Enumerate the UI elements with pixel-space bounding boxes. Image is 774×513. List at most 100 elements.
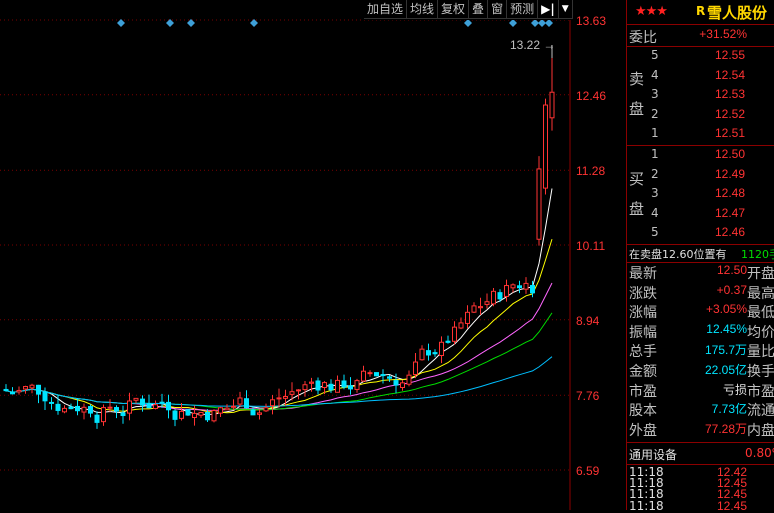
candle-body: [94, 414, 100, 423]
candle-body: [458, 322, 464, 329]
dropdown-icon[interactable]: ▼: [558, 0, 573, 19]
candle-body: [231, 405, 236, 408]
sector-row[interactable]: 通用设备 0.80%: [627, 446, 774, 465]
candle-body: [426, 350, 431, 356]
event-marker-icon: [187, 19, 195, 27]
candle-body: [387, 376, 392, 379]
stat-row: 振幅 12.45% 均价: [627, 322, 774, 341]
candle-body: [543, 104, 548, 189]
stat-extra-label: 市盈: [747, 383, 774, 400]
sell-label: 卖盘: [629, 70, 645, 118]
candle-body: [296, 389, 301, 392]
tick-time: 11:18: [629, 465, 664, 479]
divider: [627, 442, 774, 443]
candle-body: [452, 326, 457, 342]
sector-label: 通用设备: [629, 448, 678, 462]
chart-toolbar: 加自选 均线 复权 叠 窗 预测 ▶| ▼: [364, 0, 573, 20]
tick-row: 11:18 12.42: [627, 465, 774, 479]
stat-label: 总手: [629, 344, 657, 361]
candle-body: [81, 406, 87, 413]
candle-body: [29, 384, 35, 389]
level-price: 12.55: [714, 48, 745, 62]
buy-level-row[interactable]: 2 12.49: [627, 167, 774, 186]
position-text: 在卖盘12.60位置有: [629, 248, 727, 261]
candle-body: [140, 398, 145, 406]
candle-body: [315, 380, 321, 391]
candle-body: [465, 311, 470, 324]
stat-row: 市盈 亏损 市盈: [627, 381, 774, 400]
candle-body: [504, 285, 509, 297]
candle-body: [185, 409, 191, 416]
stat-extra-label: 最低: [747, 305, 774, 322]
candle-body: [224, 407, 230, 411]
moving-averages: [5, 188, 553, 415]
buy-level-row[interactable]: 1 12.50: [627, 147, 774, 166]
sell-level-row[interactable]: 5 12.55: [627, 48, 774, 67]
tick-time: 11:18: [629, 487, 664, 502]
candle-body: [361, 370, 366, 382]
stat-row: 涨幅 +3.05% 最低: [627, 302, 774, 321]
stat-value: 7.73亿: [711, 402, 747, 417]
candle-body: [348, 385, 353, 390]
event-marker-icon: [538, 19, 546, 27]
candle-body: [335, 379, 340, 393]
sell-level-row[interactable]: 3 12.53: [627, 87, 774, 106]
candle-body: [439, 341, 444, 357]
candle-body: [322, 382, 327, 388]
candle-body: [380, 374, 386, 377]
price-axis-label: 6.59: [576, 464, 600, 478]
buy-level-row[interactable]: 3 12.48: [627, 186, 774, 205]
event-marker-icon: [545, 19, 553, 27]
candles: [3, 46, 555, 429]
candle-body: [159, 401, 165, 404]
sell-level-row[interactable]: 1 12.51: [627, 126, 774, 145]
candle-body: [114, 407, 119, 412]
buy-level-row[interactable]: 5 12.46: [627, 225, 774, 244]
stat-value: +3.05%: [705, 302, 747, 317]
adjust-rights-button[interactable]: 复权: [438, 0, 470, 19]
level-number: 5: [651, 48, 659, 62]
moving-average-button[interactable]: 均线: [407, 0, 439, 19]
candle-body: [491, 290, 496, 305]
candle-body: [283, 396, 288, 399]
tick-time: 11:18: [629, 476, 664, 491]
level-number: 2: [651, 106, 659, 121]
buy-level-row[interactable]: 4 12.47: [627, 206, 774, 225]
play-end-icon[interactable]: ▶|: [538, 0, 559, 19]
level-price: 12.52: [714, 106, 745, 121]
stat-label: 振幅: [629, 324, 657, 341]
kline-chart[interactable]: [0, 0, 626, 510]
level-price: 12.48: [714, 186, 745, 200]
candle-body: [471, 305, 477, 313]
weibi-value: +31.52%: [699, 27, 747, 41]
candle-body: [120, 412, 126, 417]
candle-body: [88, 406, 93, 414]
window-button[interactable]: 窗: [488, 0, 508, 19]
moving-average-line: [5, 188, 553, 415]
sell-level-row[interactable]: 2 12.52: [627, 107, 774, 126]
sell-level-row[interactable]: 4 12.54: [627, 68, 774, 87]
candle-body: [101, 407, 106, 423]
forecast-button[interactable]: 预测: [507, 0, 539, 19]
candle-body: [146, 403, 152, 409]
candle-body: [10, 391, 15, 395]
stock-name[interactable]: 雪人股份: [707, 4, 768, 22]
tick-row: 11:18 12.45: [627, 487, 774, 502]
overlay-button[interactable]: 叠: [469, 0, 489, 19]
tick-row: 11:18 12.45: [627, 499, 774, 513]
stat-row: 股本 7.73亿 流通: [627, 400, 774, 419]
candle-body: [536, 168, 542, 240]
candle-body: [367, 372, 373, 375]
rating-stars: ★★★: [635, 4, 668, 19]
stat-extra-label: 换手: [747, 364, 774, 380]
level-price: 12.50: [714, 147, 745, 161]
candle-body: [23, 386, 28, 390]
tick-price: 12.42: [716, 465, 747, 479]
candle-body: [497, 292, 503, 300]
add-favorite-button[interactable]: 加自选: [364, 0, 408, 19]
level-price: 12.47: [714, 205, 745, 220]
stat-extra-label: 流通: [747, 403, 774, 420]
candle-body: [198, 411, 204, 416]
candle-body: [517, 285, 522, 289]
divider: [627, 464, 774, 465]
